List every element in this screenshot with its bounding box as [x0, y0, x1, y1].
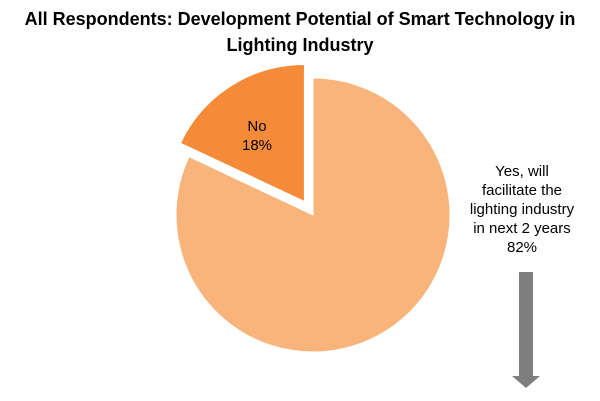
chart-title-line-2: Lighting Industry: [226, 35, 374, 55]
pie-slice-yes-will: [175, 77, 451, 353]
down-arrow-head: [512, 376, 540, 388]
pie-slices: [175, 63, 451, 353]
down-arrow-shaft: [519, 272, 533, 376]
pie-slice-yes-will-label-line-4: in next 2 years: [473, 220, 571, 237]
chart-title: All Respondents: Development Potential o…: [0, 6, 600, 58]
pie-slice-yes-will-label-line-3: lighting industry: [470, 201, 575, 218]
pie-slice-no: [179, 63, 305, 203]
pie-slice-yes-will-label-line-5: 82%: [507, 239, 537, 256]
pie-slice-yes-will-label-line-1: Yes, will: [495, 163, 549, 180]
slice-labels: Yes, will facilitate the lighting industry…: [242, 118, 575, 256]
down-arrow-annotation: [512, 272, 540, 388]
pie-slice-no-label-line-2: 18%: [242, 137, 272, 154]
pie-slice-yes-will-label-line-2: facilitate the: [482, 182, 562, 199]
pie-slice-no-label-line-1: No: [247, 118, 266, 135]
chart-title-line-1: All Respondents: Development Potential o…: [24, 9, 576, 29]
